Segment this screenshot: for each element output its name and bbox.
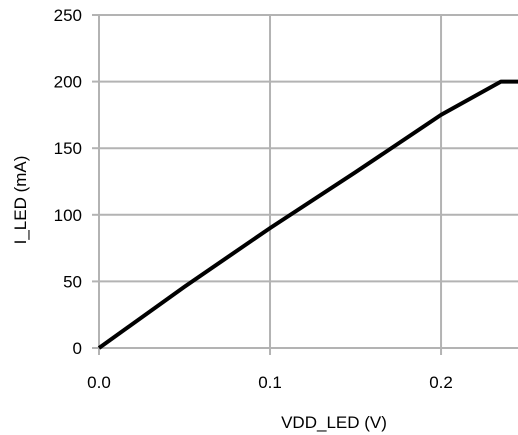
y-tick-label: 250 <box>54 6 82 25</box>
y-tick-label: 200 <box>54 73 82 92</box>
x-tick-labels: 0.0 0.1 0.2 <box>87 373 453 392</box>
y-tick-label: 0 <box>73 339 82 358</box>
y-axis-label: I_LED (mA) <box>11 156 30 245</box>
y-tick-labels: 0 50 100 150 200 250 <box>54 6 82 358</box>
series-layer <box>97 79 518 350</box>
y-tick-label: 150 <box>54 139 82 158</box>
series-line <box>97 79 518 350</box>
y-tick-label: 100 <box>54 206 82 225</box>
x-tick-label: 0.0 <box>87 373 111 392</box>
axes <box>92 14 518 355</box>
x-tick-label: 0.1 <box>258 373 282 392</box>
y-tick-label: 50 <box>63 272 82 291</box>
grid <box>98 14 518 348</box>
x-axis-label: VDD_LED (V) <box>281 413 387 432</box>
x-tick-label: 0.2 <box>429 373 453 392</box>
